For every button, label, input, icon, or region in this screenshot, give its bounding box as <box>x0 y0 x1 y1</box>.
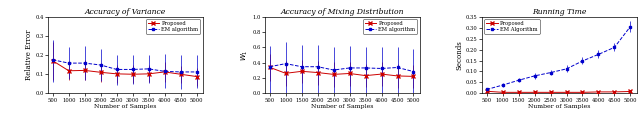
X-axis label: Number of Samples: Number of Samples <box>528 104 591 109</box>
Title: Accuracy of Mixing Distribution: Accuracy of Mixing Distribution <box>281 8 404 16</box>
X-axis label: Number of Samples: Number of Samples <box>94 104 157 109</box>
Legend: Proposed, EM algorithm: Proposed, EM algorithm <box>363 19 417 34</box>
Y-axis label: Relative Error: Relative Error <box>25 30 33 80</box>
X-axis label: Number of Samples: Number of Samples <box>311 104 374 109</box>
Title: Running Time: Running Time <box>532 8 586 16</box>
Legend: Proposed, EM Algorithm: Proposed, EM Algorithm <box>484 19 540 34</box>
Y-axis label: Seconds: Seconds <box>455 40 463 70</box>
Y-axis label: $W_1$: $W_1$ <box>239 49 250 61</box>
Title: Accuracy of Variance: Accuracy of Variance <box>85 8 166 16</box>
Legend: Proposed, EM algorithm: Proposed, EM algorithm <box>146 19 200 34</box>
